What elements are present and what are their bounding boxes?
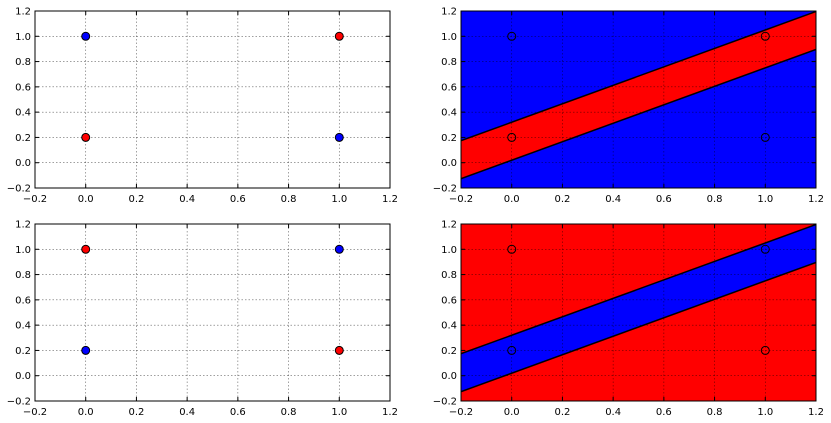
- x-tick-label: 0.6: [656, 407, 672, 418]
- y-tick-label: 0.4: [441, 108, 457, 119]
- y-tick-label: 0.8: [441, 270, 457, 281]
- y-tick-label: −0.2: [7, 397, 31, 408]
- y-tick-label: 1.2: [441, 7, 457, 18]
- y-tick-label: 0.0: [441, 158, 457, 169]
- x-tick-label: 0.4: [605, 194, 621, 205]
- region-band: [461, 11, 816, 179]
- x-tick-label: 0.2: [554, 194, 570, 205]
- y-tick-label: 0.0: [441, 371, 457, 382]
- x-tick-label: 0.4: [179, 407, 195, 418]
- y-tick-label: 1.2: [441, 220, 457, 231]
- plot-area: [35, 224, 390, 401]
- data-point: [760, 345, 770, 355]
- y-tick-label: 0.2: [441, 346, 457, 357]
- x-tick-label: 0.8: [707, 407, 723, 418]
- x-tick-label: 0.0: [504, 407, 520, 418]
- x-tick-label: −0.2: [449, 194, 473, 205]
- x-tick-label: −0.2: [449, 407, 473, 418]
- decision-boundary-1: [461, 224, 816, 355]
- x-tick-label: 1.2: [382, 194, 398, 205]
- x-tick-label: 0.0: [78, 194, 94, 205]
- y-tick-label: −0.2: [433, 397, 457, 408]
- y-tick-label: −0.2: [7, 184, 31, 195]
- data-point: [334, 31, 344, 41]
- y-tick-label: 1.2: [15, 220, 31, 231]
- x-tick-label: 0.8: [281, 194, 297, 205]
- region-band: [461, 224, 816, 392]
- x-tick-label: 0.0: [78, 407, 94, 418]
- x-tick-label: 0.6: [230, 407, 246, 418]
- axes-frame: [460, 223, 817, 402]
- axes-frame: [34, 10, 391, 189]
- y-tick-label: 0.2: [15, 133, 31, 144]
- data-point: [81, 345, 91, 355]
- y-tick-label: 1.2: [15, 7, 31, 18]
- x-tick-label: 0.6: [656, 194, 672, 205]
- y-tick-label: 1.0: [441, 245, 457, 256]
- x-tick-label: −0.2: [23, 407, 47, 418]
- data-point: [507, 244, 517, 254]
- y-tick-label: 1.0: [15, 32, 31, 43]
- y-tick-label: 0.4: [441, 321, 457, 332]
- y-tick-label: 1.0: [15, 245, 31, 256]
- y-tick-label: 0.6: [441, 295, 457, 306]
- y-tick-label: 0.6: [441, 82, 457, 93]
- y-tick-label: 0.8: [15, 270, 31, 281]
- plot-bottom-left: −0.2 0.0 0.2 0.4 0.6 0.8 1.0 1.2 −0.2 0.0 0.2 0.4 0.…: [7, 220, 398, 419]
- data-point: [81, 132, 91, 142]
- data-point: [334, 132, 344, 142]
- plot-area: [35, 11, 390, 188]
- x-tick-label: 0.4: [179, 194, 195, 205]
- y-tick-label: 0.0: [15, 158, 31, 169]
- plot-area: [461, 224, 816, 401]
- x-tick-label: 1.2: [382, 407, 398, 418]
- axes-frame: [460, 10, 817, 189]
- y-tick-label: 0.6: [15, 82, 31, 93]
- plot-top-left: −0.2 0.0 0.2 0.4 0.6 0.8 1.0 1.2 −0.2 0.0 0.2 0.4 0.…: [7, 7, 398, 206]
- data-point: [334, 244, 344, 254]
- plot-bottom-right: −0.2 0.0 0.2 0.4 0.6 0.8 1.0 1.2 −0.2 0.0 0.2 0.4 0.…: [433, 220, 824, 419]
- data-point: [760, 31, 770, 41]
- decision-boundary-2: [461, 48, 816, 180]
- data-point: [81, 31, 91, 41]
- x-tick-label: 0.0: [504, 194, 520, 205]
- x-tick-label: 1.0: [331, 194, 347, 205]
- x-tick-label: 1.2: [808, 407, 824, 418]
- data-point: [507, 345, 517, 355]
- x-tick-label: 0.4: [605, 407, 621, 418]
- y-tick-label: 0.4: [15, 108, 31, 119]
- x-tick-label: 0.2: [128, 194, 144, 205]
- data-point: [334, 345, 344, 355]
- decision-boundary-2: [461, 261, 816, 393]
- x-tick-label: 1.0: [331, 407, 347, 418]
- x-tick-label: 1.2: [808, 194, 824, 205]
- x-tick-label: 1.0: [757, 407, 773, 418]
- y-tick-label: 1.0: [441, 32, 457, 43]
- data-point: [507, 31, 517, 41]
- data-point: [81, 244, 91, 254]
- y-tick-label: 0.6: [15, 295, 31, 306]
- x-tick-label: 0.2: [128, 407, 144, 418]
- decision-boundary-1: [461, 11, 816, 142]
- y-tick-label: 0.8: [441, 57, 457, 68]
- y-tick-label: 0.0: [15, 371, 31, 382]
- y-tick-label: 0.8: [15, 57, 31, 68]
- y-tick-label: 0.2: [441, 133, 457, 144]
- plot-top-right: −0.2 0.0 0.2 0.4 0.6 0.8 1.0 1.2 −0.2 0.0 0.2 0.4 0.…: [433, 7, 824, 206]
- plot-area: [461, 11, 816, 188]
- x-tick-label: 0.8: [707, 194, 723, 205]
- y-tick-label: −0.2: [433, 184, 457, 195]
- data-point: [760, 244, 770, 254]
- x-tick-label: −0.2: [23, 194, 47, 205]
- x-tick-label: 0.2: [554, 407, 570, 418]
- x-tick-label: 1.0: [757, 194, 773, 205]
- data-point: [507, 132, 517, 142]
- y-tick-label: 0.2: [15, 346, 31, 357]
- data-point: [760, 132, 770, 142]
- x-tick-label: 0.8: [281, 407, 297, 418]
- axes-frame: [34, 223, 391, 402]
- y-tick-label: 0.4: [15, 321, 31, 332]
- x-tick-label: 0.6: [230, 194, 246, 205]
